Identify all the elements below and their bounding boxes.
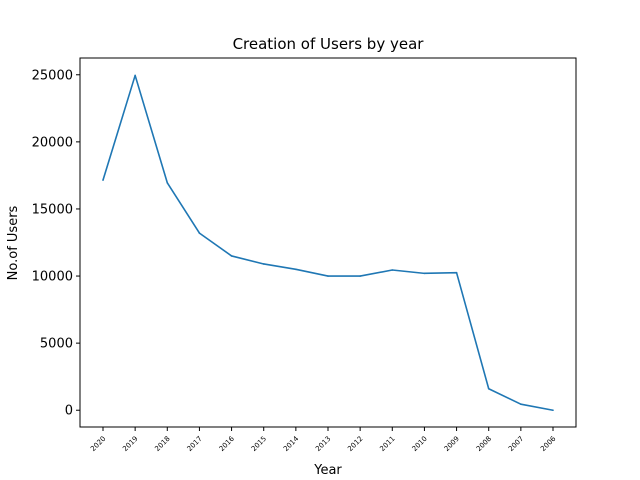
x-tick-label: 2009 [443, 435, 461, 453]
data-point [455, 271, 458, 274]
x-tick-label: 2008 [475, 435, 493, 453]
y-tick-label: 10000 [32, 270, 73, 285]
data-point [423, 272, 426, 275]
data-point [230, 255, 233, 257]
x-tick-label: 2020 [89, 435, 107, 453]
data-point [520, 403, 522, 405]
x-tick-label: 2010 [411, 435, 429, 453]
x-tick-label: 2017 [186, 435, 204, 453]
data-point [327, 275, 329, 277]
x-axis-title: Year [313, 463, 342, 478]
data-point [552, 409, 554, 412]
x-tick-label: 2007 [507, 435, 525, 453]
chart-title: Creation of Users by year [233, 35, 425, 53]
x-tick-label: 2015 [250, 435, 268, 453]
y-axis-title: No.of Users [6, 205, 21, 280]
data-point [295, 268, 297, 271]
x-tick-label: 2016 [218, 434, 237, 453]
series-line [102, 74, 554, 412]
data-point [359, 275, 361, 277]
x-tick-label: 2011 [378, 435, 396, 453]
data-point [487, 387, 490, 390]
x-tick-label: 2013 [314, 435, 332, 453]
y-tick-label: 5000 [40, 337, 73, 352]
x-tick-label: 2018 [153, 435, 171, 453]
data-point [134, 74, 136, 77]
y-tick-label: 25000 [32, 68, 73, 83]
x-axis: 2020 2019 2018 2017 2016 2015 2014 2013 2012 2011… [89, 427, 558, 453]
y-tick-label: 15000 [32, 202, 73, 217]
data-point [198, 232, 201, 234]
y-axis: 0 5000 10000 15000 20000 25000 [32, 68, 80, 419]
data-point [262, 263, 265, 265]
plot-area [79, 57, 577, 428]
y-tick-label: 20000 [32, 135, 73, 150]
y-tick-label: 0 [65, 404, 73, 419]
x-tick-label: 2006 [539, 434, 558, 453]
x-tick-label: 2012 [346, 435, 364, 453]
data-point [391, 269, 394, 271]
data-point [166, 181, 169, 184]
data-point [102, 179, 104, 181]
axes-frame [79, 57, 577, 428]
x-tick-label: 2019 [121, 435, 139, 453]
x-tick-label: 2014 [282, 434, 301, 453]
